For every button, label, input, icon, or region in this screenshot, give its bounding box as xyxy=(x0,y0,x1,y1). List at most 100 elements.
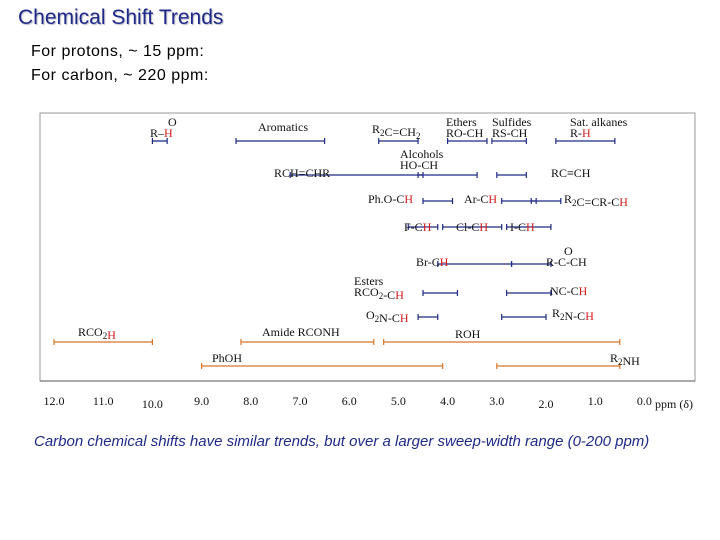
label-part: PhOH xyxy=(212,351,242,365)
range-label: R2NH xyxy=(610,351,640,368)
label-part: RO-CH xyxy=(446,126,484,140)
range-nitrile: NC-CH xyxy=(506,284,588,298)
label-part: C=CH xyxy=(385,125,417,139)
label-part: ROH xyxy=(455,327,481,341)
x-tick-label: 8.0 xyxy=(243,394,258,408)
range-label: RO-CH xyxy=(446,126,484,140)
label-part: R xyxy=(372,122,380,136)
x-tick-label: 10.0 xyxy=(142,397,163,411)
label-part: Br-C xyxy=(416,255,440,269)
label-part: H xyxy=(107,328,116,342)
range-label: NC-CH xyxy=(550,284,588,298)
range-label: HO-CH xyxy=(400,158,438,172)
label-part: 2 xyxy=(572,198,577,208)
range-label-top: Sulfides xyxy=(492,115,532,129)
range-label: Cl-CH xyxy=(456,220,488,234)
label-part: H xyxy=(440,255,449,269)
range-label: Ar-CH xyxy=(464,192,497,206)
label-part: RC≡CH xyxy=(551,166,591,180)
range-nitro: O2N-CH xyxy=(366,308,439,325)
range-phenol: PhOH xyxy=(201,351,444,369)
range-benzylic: Ar-CH xyxy=(464,192,537,206)
label-part: Aromatics xyxy=(258,120,308,134)
range-amide: Amide RCONH xyxy=(240,325,375,345)
label-part: F-C xyxy=(404,220,423,234)
label-part: RCH=CHR xyxy=(274,166,330,180)
label-part: RCO xyxy=(78,325,103,339)
label-part: H xyxy=(164,126,173,140)
label-part: NC-C xyxy=(550,284,579,298)
label-part: H xyxy=(395,288,404,302)
label-part: O xyxy=(366,308,375,322)
range-label-top: Sat. alkanes xyxy=(570,115,628,129)
x-tick-label: 3.0 xyxy=(489,394,504,408)
range-chloride: Cl-CH xyxy=(442,220,503,234)
x-tick-label: 2.0 xyxy=(539,397,554,411)
label-part: 2 xyxy=(618,357,623,367)
range-label: F-CH xyxy=(404,220,432,234)
range-label: Br-CH xyxy=(416,255,449,269)
range-label: R2N-CH xyxy=(552,306,594,323)
range-label-top: Esters xyxy=(354,274,384,288)
range-label: ROH xyxy=(455,327,481,341)
x-tick-label: 4.0 xyxy=(440,394,455,408)
range-alkyne: RC≡CH xyxy=(496,166,591,180)
range-label: R-C-CH xyxy=(546,255,587,269)
range-label-top: Ethers xyxy=(446,115,477,129)
range-label-top: Alcohols xyxy=(400,147,444,161)
range-label: O2N-CH xyxy=(366,308,409,325)
range-label-top: O xyxy=(564,244,573,258)
label-part: Ph.O-C xyxy=(368,192,404,206)
label-part: H xyxy=(479,220,488,234)
range-phenol-ether: Ph.O-CH xyxy=(368,192,454,206)
label-part: H xyxy=(619,195,628,209)
label-part: R- xyxy=(546,255,558,269)
range-aromatics: Aromatics xyxy=(235,120,326,144)
label-part: H xyxy=(526,220,535,234)
label-part: R xyxy=(552,306,560,320)
range-label-top: O xyxy=(168,115,177,129)
label-part: I-C xyxy=(510,220,526,234)
x-tick-label: 7.0 xyxy=(293,394,308,408)
range-alcohol-oh: ROH xyxy=(383,327,621,345)
label-part: N-C xyxy=(379,311,400,325)
label-part: – xyxy=(157,126,165,140)
x-axis-label: ppm (δ) xyxy=(655,397,693,411)
label-part: 2 xyxy=(375,314,380,324)
x-tick-label: 12.0 xyxy=(44,394,65,408)
label-part: -CH xyxy=(566,255,587,269)
range-amine-nh: R2NH xyxy=(496,351,640,369)
range-allylic: R2C=CR-CH xyxy=(530,192,628,209)
label-part: 2 xyxy=(103,331,108,341)
label-part: Cl-C xyxy=(456,220,479,234)
label-part: H xyxy=(582,126,591,140)
range-label: Ph.O-CH xyxy=(368,192,413,206)
range-label: PhOH xyxy=(212,351,242,365)
x-tick-label: 6.0 xyxy=(342,394,357,408)
slide-title: Chemical Shift Trends xyxy=(18,6,224,29)
range-label: Amide RCONH xyxy=(262,325,340,339)
label-part: C=CR-C xyxy=(577,195,620,209)
range-label: R–H xyxy=(150,126,173,140)
label-part: H xyxy=(400,311,409,325)
range-fluoride: F-CH xyxy=(404,220,439,234)
range-label: RCO2-CH xyxy=(354,285,404,302)
label-part: R xyxy=(150,126,158,140)
label-part: 2 xyxy=(379,291,384,301)
range-label: RS-CH xyxy=(492,126,528,140)
x-tick-label: 1.0 xyxy=(588,394,603,408)
label-part: R- xyxy=(570,126,582,140)
range-label: R2C=CH2 xyxy=(372,122,420,141)
label-part: H xyxy=(585,309,594,323)
subtitle-carbon: For carbon, ~ 220 ppm: xyxy=(31,67,209,84)
subtitle-protons: For protons, ~ 15 ppm: xyxy=(31,43,205,60)
label-part: -C xyxy=(383,288,395,302)
label-part: HO-CH xyxy=(400,158,438,172)
label-part: NH xyxy=(623,354,641,368)
label-part: H xyxy=(423,220,432,234)
x-tick-label: 0.0 xyxy=(637,394,652,408)
